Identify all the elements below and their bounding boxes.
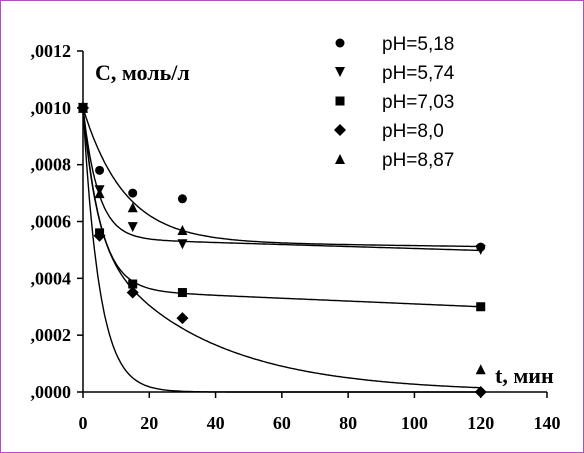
x-tick-label: 60 xyxy=(273,413,291,433)
data-point xyxy=(177,288,187,298)
data-point xyxy=(476,302,486,312)
data-point xyxy=(93,229,106,242)
y-axis-title: C, моль/л xyxy=(95,60,190,85)
data-point xyxy=(126,286,139,299)
legend-label: pH=8,87 xyxy=(382,150,454,171)
x-tick-label: 20 xyxy=(140,413,158,433)
legend-label: pH=8,0 xyxy=(382,121,444,142)
legend-marker xyxy=(334,124,346,136)
data-point xyxy=(95,165,105,175)
legend-marker xyxy=(335,38,345,48)
legend-marker xyxy=(335,96,345,106)
data-point xyxy=(127,222,138,233)
data-point xyxy=(127,202,138,213)
y-tick-label: ,0002 xyxy=(31,325,72,345)
trend-line xyxy=(82,107,481,308)
trend-line xyxy=(82,107,481,389)
y-tick-label: ,0010 xyxy=(31,98,72,118)
legend-label: pH=5,74 xyxy=(382,63,455,84)
legend-marker xyxy=(335,67,345,77)
data-point xyxy=(78,102,88,113)
y-tick-label: ,0004 xyxy=(31,268,72,288)
axes xyxy=(82,51,547,393)
data-point xyxy=(177,225,188,236)
x-tick-label: 140 xyxy=(534,413,561,433)
ticks: 0 20 40 60 80 100 120 140 ,0000 ,0002 ,0004 ,0006 ,0… xyxy=(31,41,561,433)
x-axis-title: t, мин xyxy=(495,363,554,388)
data-point xyxy=(128,279,138,289)
trend-line xyxy=(82,107,481,248)
data-point xyxy=(475,364,486,375)
data-point xyxy=(474,386,487,398)
x-tick-label: 80 xyxy=(339,413,357,433)
trend-line xyxy=(82,107,481,252)
x-tick-label: 120 xyxy=(467,413,494,433)
data-point xyxy=(177,239,188,250)
data-point xyxy=(176,312,189,325)
x-tick-label: 0 xyxy=(79,413,88,433)
legend: pH=5,18 pH=5,74 pH=7,03 pH=8,0 pH=8,87 xyxy=(334,34,455,171)
legend-label: pH=7,03 xyxy=(382,92,454,113)
x-tick-label: 100 xyxy=(401,413,428,433)
data-point xyxy=(177,194,187,204)
data-points xyxy=(77,101,487,398)
legend-label: pH=5,18 xyxy=(382,34,454,55)
x-tick-label: 40 xyxy=(207,413,225,433)
data-point xyxy=(128,188,138,198)
y-tick-label: ,0012 xyxy=(31,41,72,61)
data-point xyxy=(475,244,486,255)
legend-marker xyxy=(335,154,345,164)
y-tick-label: ,0008 xyxy=(31,155,72,175)
data-point xyxy=(94,188,105,199)
y-tick-label: ,0006 xyxy=(31,212,72,232)
y-tick-label: ,0000 xyxy=(31,382,72,402)
